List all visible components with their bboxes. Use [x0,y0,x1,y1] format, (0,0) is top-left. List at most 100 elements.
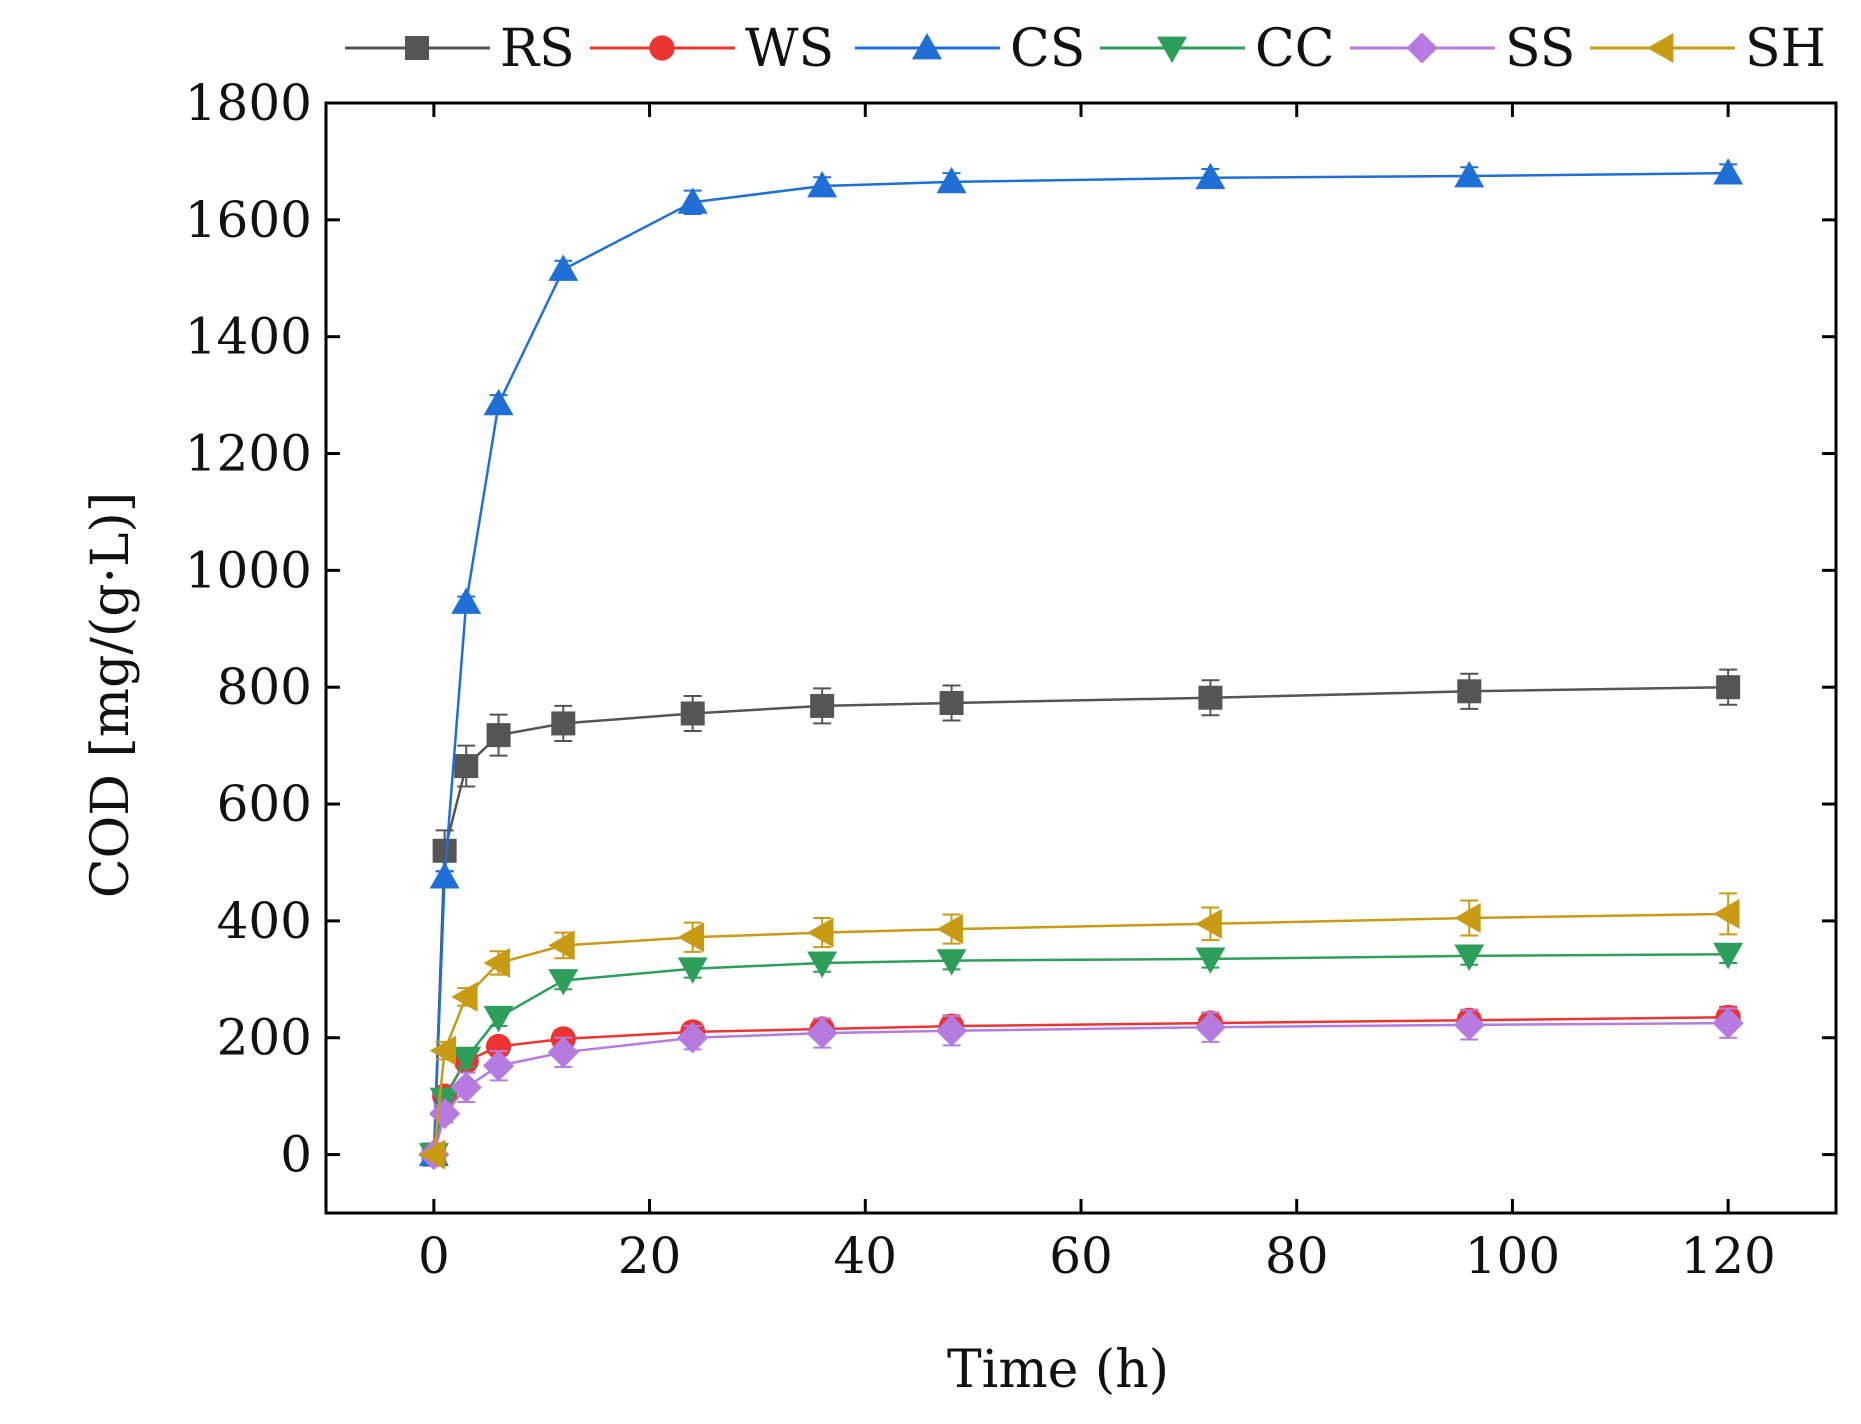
data-point-rs [680,701,705,726]
data-point-sh [677,922,705,953]
data-point-ss [1194,1011,1227,1043]
x-tick-label: 20 [618,1227,682,1285]
x-tick-label: 40 [833,1227,897,1285]
data-point-cs [936,166,967,194]
series-sh [418,892,1740,1170]
data-point-ss [482,1050,515,1082]
legend-marker-ws [649,35,675,61]
data-point-ss [935,1015,968,1047]
data-point-cc [483,1005,514,1033]
data-point-ss [806,1017,838,1049]
y-tick-label: 1000 [185,541,312,599]
data-point-rs [1457,679,1482,704]
data-point-cc [1713,942,1744,970]
y-tick-label: 1600 [185,191,312,249]
data-point-rs [454,754,479,779]
legend-item-cc: CC [1100,19,1335,79]
series-cc [418,942,1744,1170]
x-axis-ticks: 0 20 40 60 80 100 120 [418,103,1776,1285]
x-tick-label: 100 [1465,1227,1560,1285]
data-point-cc [548,969,579,996]
legend-label-cs: CS [1010,19,1085,79]
x-tick-label: 120 [1680,1227,1775,1285]
data-point-cs [1713,158,1744,185]
y-tick-label: 200 [217,1009,312,1067]
data-point-sh [418,1139,446,1170]
data-point-sh [1454,902,1481,933]
data-point-rs [432,838,457,863]
legend-label-ws: WS [745,19,834,79]
data-point-cs [677,187,708,214]
legend-label-rs: RS [500,19,575,79]
data-point-sh [451,981,478,1012]
data-point-cc [936,949,967,976]
series-line-ss [432,1021,1729,1155]
y-tick-label: 1800 [185,74,312,132]
data-point-ss [677,1022,709,1054]
data-point-ss [547,1036,579,1068]
legend-item-sh: SH [1590,19,1826,79]
y-axis-ticks: 0 200 400 600 800 1000 1200 1400 1600 1800 [185,74,1836,1184]
data-point-cc [1454,944,1485,971]
legend-label-cc: CC [1255,19,1335,79]
data-point-cs [1195,162,1226,190]
data-point-ss [450,1071,482,1103]
data-point-sh [807,917,834,948]
data-point-cc [677,957,708,984]
data-point-rs [1716,675,1741,700]
data-point-cc [451,1046,482,1074]
x-tick-label: 0 [418,1227,450,1285]
data-point-cs [1454,161,1485,188]
series-cs [418,158,1744,1166]
y-tick-label: 800 [217,658,312,716]
legend-label-ss: SS [1505,19,1575,79]
y-tick-label: 1200 [185,425,312,483]
series-ss [418,1007,1744,1171]
data-point-sh [1195,908,1222,939]
series-rs [421,668,1741,1167]
data-point-sh [429,1035,457,1066]
legend-item-ss: SS [1350,19,1575,79]
legend: RS WS CS CC SS SH [345,19,1826,79]
data-point-cs [483,388,514,416]
data-point-rs [1198,685,1223,710]
legend-item-cs: CS [855,19,1085,79]
series-layer [418,158,1744,1171]
data-point-cs [429,862,460,889]
data-point-sh [936,914,963,945]
legend-marker-cs [912,33,942,60]
data-point-rs [810,693,835,718]
x-tick-label: 60 [1049,1227,1113,1285]
data-point-rs [486,723,511,748]
data-point-ss [1453,1009,1485,1041]
data-point-sh [548,930,575,961]
series-line-ws [432,1016,1729,1155]
y-tick-label: 400 [217,892,312,950]
x-axis-title: Time (h) [947,1340,1169,1400]
data-point-cs [807,170,838,198]
data-point-cs [451,587,482,614]
data-point-sh [483,947,510,978]
legend-marker-cc [1157,36,1187,63]
y-tick-label: 0 [280,1126,312,1184]
data-point-ws [485,1033,512,1060]
legend-marker-sh [1647,33,1674,63]
data-point-cs [548,254,579,281]
data-point-ss [1712,1007,1744,1039]
data-point-cc [1195,947,1226,974]
data-point-cc [807,951,838,978]
legend-marker-ss [1406,32,1438,64]
plot-frame [324,101,1838,1215]
x-tick-label: 80 [1265,1227,1329,1285]
legend-item-ws: WS [590,19,834,79]
series-line-cs [432,171,1729,1155]
data-point-rs [939,690,964,715]
legend-item-rs: RS [345,19,575,79]
legend-label-sh: SH [1745,19,1826,79]
series-line-cc [432,952,1729,1155]
legend-marker-rs [405,36,429,60]
y-tick-label: 1400 [185,308,312,366]
series-line-rs [432,685,1729,1155]
data-point-sh [1713,898,1740,929]
